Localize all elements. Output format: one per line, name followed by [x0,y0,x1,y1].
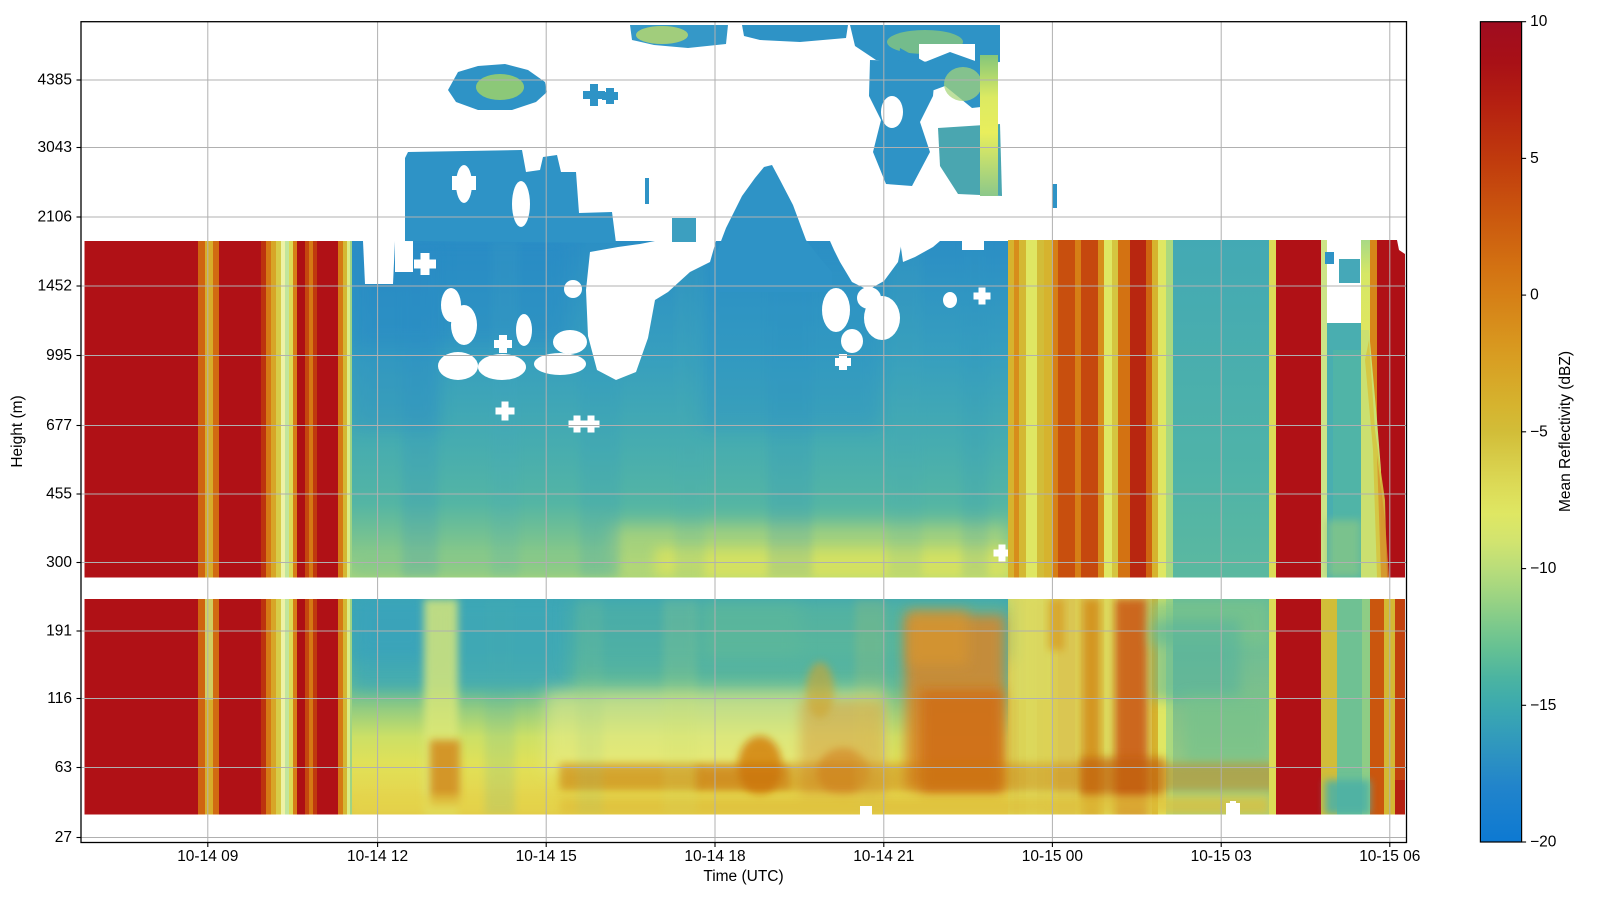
svg-text:Height (m): Height (m) [9,395,26,467]
svg-text:−5: −5 [1530,423,1548,440]
svg-text:455: 455 [46,486,72,503]
svg-text:−20: −20 [1530,834,1557,851]
svg-text:5: 5 [1530,150,1539,167]
svg-text:−10: −10 [1530,560,1557,577]
svg-text:0: 0 [1530,287,1539,304]
svg-text:10: 10 [1530,13,1548,30]
svg-text:10-14 12: 10-14 12 [347,848,408,865]
svg-text:191: 191 [46,623,72,640]
svg-text:116: 116 [47,690,72,707]
svg-text:10-14 15: 10-14 15 [516,848,577,865]
svg-text:Mean Reflectivity (dBZ): Mean Reflectivity (dBZ) [1557,351,1574,512]
svg-text:10-15 06: 10-15 06 [1359,848,1420,865]
svg-text:10-14 09: 10-14 09 [177,848,238,865]
svg-text:300: 300 [46,554,72,571]
svg-text:995: 995 [46,347,72,364]
svg-text:3043: 3043 [38,139,72,156]
svg-text:677: 677 [46,417,72,434]
svg-text:2106: 2106 [38,209,72,226]
svg-text:10-14 21: 10-14 21 [853,848,914,865]
svg-text:10-15 03: 10-15 03 [1191,848,1252,865]
svg-text:27: 27 [55,829,72,846]
svg-text:10-15 00: 10-15 00 [1022,848,1084,865]
svg-text:1452: 1452 [38,278,72,295]
svg-text:−15: −15 [1530,697,1556,714]
svg-text:10-14 18: 10-14 18 [684,848,745,865]
svg-text:63: 63 [55,759,72,776]
svg-text:Time (UTC): Time (UTC) [703,868,783,885]
svg-text:4385: 4385 [38,72,72,89]
